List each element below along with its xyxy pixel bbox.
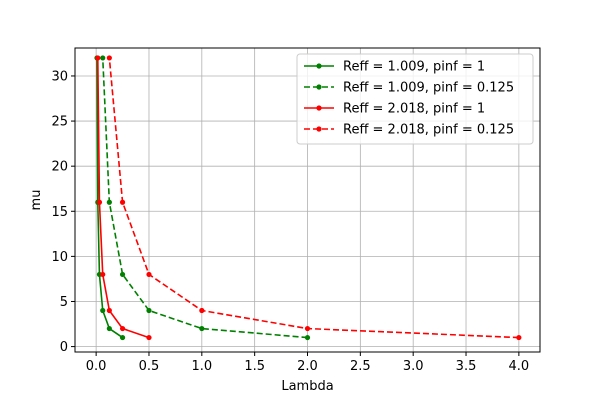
- x-tick-label: 0.0: [86, 359, 107, 374]
- legend-label: Reff = 2.018, pinf = 1: [343, 102, 485, 117]
- legend-marker: [316, 84, 322, 90]
- y-axis-label: mu: [29, 190, 44, 211]
- legend-box: [296, 53, 534, 145]
- y-tick-label: 30: [51, 69, 68, 84]
- data-point: [106, 325, 112, 332]
- legend-marker: [316, 105, 322, 111]
- legend-label: Reff = 2.018, pinf = 0.125: [343, 123, 514, 138]
- x-tick-label: 1.5: [244, 359, 265, 374]
- data-point: [119, 334, 126, 341]
- legend-label: Reff = 1.009, pinf = 1: [343, 60, 485, 75]
- y-tick-label: 0: [60, 340, 68, 355]
- x-tick-label: 3.0: [403, 359, 424, 374]
- x-tick-label: 4.0: [509, 359, 530, 374]
- data-point: [95, 55, 101, 61]
- legend-entry: Reff = 2.018, pinf = 1: [304, 102, 485, 117]
- data-point: [106, 55, 112, 61]
- series-line: [101, 57, 308, 339]
- data-point: [146, 334, 152, 341]
- legend: Reff = 1.009, pinf = 1 Reff = 1.009, pinf…: [296, 53, 534, 145]
- data-point: [119, 199, 126, 205]
- x-axis-label: Lambda: [281, 379, 333, 394]
- data-point: [146, 307, 152, 314]
- axis-ticks: 0.0 0.5 1.0 1.5 2.0 2.5 3.0 3.5 4.0 0 5 10 15 20 25 30: [51, 69, 529, 374]
- series-line: [108, 57, 519, 339]
- series-line: [96, 57, 124, 339]
- legend-entry: Reff = 2.018, pinf = 0.125: [304, 123, 514, 138]
- data-point: [119, 325, 126, 332]
- y-tick-label: 25: [51, 115, 68, 130]
- series-4: [106, 55, 522, 341]
- data-point: [100, 55, 106, 61]
- data-point: [100, 271, 106, 278]
- data-point: [304, 325, 311, 332]
- data-point: [96, 199, 103, 205]
- data-point: [199, 325, 205, 332]
- legend-label: Reff = 1.009, pinf = 0.125: [343, 81, 514, 96]
- plot-series: [94, 55, 522, 341]
- y-tick-label: 15: [51, 205, 68, 220]
- data-point: [304, 334, 311, 341]
- legend-marker: [316, 63, 322, 69]
- data-point: [106, 307, 112, 314]
- x-tick-label: 2.5: [350, 359, 371, 374]
- x-tick-label: 1.0: [191, 359, 212, 374]
- x-tick-label: 2.0: [297, 359, 318, 374]
- data-point: [146, 271, 152, 278]
- x-tick-label: 3.5: [456, 359, 477, 374]
- y-tick-label: 10: [51, 250, 68, 265]
- data-point: [516, 334, 522, 341]
- y-tick-label: 20: [51, 160, 68, 175]
- data-point: [119, 271, 126, 278]
- series-line: [96, 57, 150, 339]
- legend-marker: [316, 126, 322, 132]
- data-point: [106, 199, 112, 205]
- series-3: [95, 55, 152, 341]
- legend-entry: Reff = 1.009, pinf = 1: [304, 60, 485, 75]
- y-tick-label: 5: [60, 295, 68, 310]
- data-point: [199, 307, 205, 314]
- series-2: [100, 55, 311, 341]
- data-point: [100, 307, 106, 314]
- legend-entry: Reff = 1.009, pinf = 0.125: [304, 81, 514, 96]
- x-tick-label: 0.5: [139, 359, 160, 374]
